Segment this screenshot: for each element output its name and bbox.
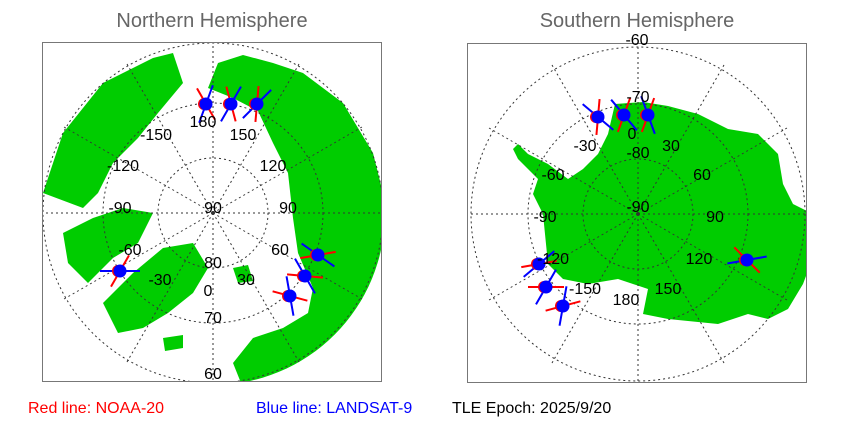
tle-epoch: TLE Epoch: 2025/9/20 (452, 400, 612, 417)
south-map: 0 30 60 90 120 150 180 -150 -120 -90 -60… (467, 43, 807, 383)
landsat9-position (641, 108, 655, 122)
south-lon-label: -60 (541, 167, 565, 184)
north-lon-label: -90 (108, 200, 132, 217)
south-lon-label: -90 (533, 209, 557, 226)
landsat9-position (532, 257, 546, 271)
landsat9-position (539, 280, 553, 294)
north-lon-label: 180 (189, 114, 217, 131)
landsat9-position (617, 108, 631, 122)
north-lat-label: 60 (204, 366, 222, 382)
north-lon-label: 0 (203, 283, 213, 300)
north-lon-label: 120 (259, 158, 287, 175)
landsat9-position (113, 264, 127, 278)
north-lon-label: -120 (106, 158, 140, 175)
meridian-line (486, 126, 639, 215)
landsat9-position (591, 110, 605, 124)
meridian-line (550, 62, 639, 215)
meridian-line (486, 213, 639, 302)
south-lat-label: -80 (626, 145, 650, 162)
landsat9-position (224, 97, 238, 111)
meridian-line (637, 213, 790, 302)
north-lon-label: -60 (118, 242, 142, 259)
south-lon-label: 180 (612, 292, 640, 309)
south-lon-label: 30 (662, 138, 680, 155)
south-lon-label: 90 (706, 209, 724, 226)
north-map-graphic (43, 43, 381, 381)
south-lat-label: -70 (626, 89, 650, 106)
north-lat-label: 70 (204, 310, 222, 327)
north-graticule (43, 43, 381, 381)
north-satellite-tracks (100, 84, 336, 316)
south-lon-label: -120 (536, 251, 570, 268)
south-satellite-tracks (521, 95, 767, 326)
meridian-line (637, 62, 726, 215)
north-title: Northern Hemisphere (116, 10, 308, 32)
north-land (43, 53, 381, 381)
south-lon-label: 120 (685, 251, 713, 268)
south-lon-label: 0 (627, 126, 637, 143)
meridian-line (125, 61, 214, 214)
north-lon-label: 90 (279, 200, 297, 217)
south-lat-label: -90 (626, 199, 650, 216)
north-lon-label: 60 (271, 242, 289, 259)
meridian-line (61, 125, 214, 214)
landsat9-position (556, 299, 570, 313)
south-title: Southern Hemisphere (539, 10, 735, 32)
south-lon-label: 150 (654, 281, 682, 298)
south-lat-label: -60 (625, 32, 649, 49)
south-graticule (468, 44, 806, 382)
landsat9-position (250, 97, 264, 111)
north-lon-label: 150 (229, 127, 257, 144)
meridian-line (125, 212, 214, 365)
meridian-line (637, 126, 790, 215)
north-map: 180 150 120 90 60 30 0 -30 -60 -90 -120 … (42, 42, 382, 382)
meridian-line (212, 212, 365, 301)
legend-noaa20: Red line: NOAA-20 (28, 400, 165, 417)
meridian-line (212, 61, 301, 214)
landsat9-position (199, 97, 213, 111)
meridian-line (61, 212, 214, 301)
landsat9-position (740, 253, 754, 267)
north-lat-label: 80 (204, 255, 222, 272)
south-lon-label: -150 (568, 281, 602, 298)
landsat9-position (311, 248, 325, 262)
south-lon-label: -30 (573, 138, 597, 155)
meridian-line (637, 213, 726, 366)
north-lat-label: 90 (204, 200, 222, 217)
meridian-line (550, 213, 639, 366)
meridian-line (212, 125, 365, 214)
south-lon-label: 60 (693, 167, 711, 184)
north-lon-label: 30 (237, 272, 255, 289)
north-lon-label: -30 (148, 272, 172, 289)
north-lon-label: -150 (139, 127, 173, 144)
legend-landsat9: Blue line: LANDSAT-9 (256, 400, 413, 417)
landsat9-position (283, 289, 297, 303)
landsat9-position (298, 269, 312, 283)
meridian-line (212, 212, 301, 365)
south-map-graphic (468, 44, 806, 382)
